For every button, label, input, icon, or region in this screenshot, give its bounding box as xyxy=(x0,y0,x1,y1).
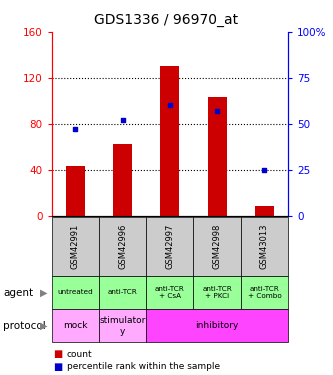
Text: anti-TCR
+ PKCi: anti-TCR + PKCi xyxy=(202,286,232,299)
Text: stimulator
y: stimulator y xyxy=(99,316,146,336)
Point xyxy=(73,126,78,132)
Text: anti-TCR: anti-TCR xyxy=(108,290,138,296)
Text: GSM42998: GSM42998 xyxy=(212,224,222,269)
Text: ■: ■ xyxy=(53,350,63,359)
Bar xyxy=(255,206,274,216)
Text: GSM43013: GSM43013 xyxy=(260,224,269,269)
Point xyxy=(262,166,267,172)
Text: ■: ■ xyxy=(53,362,63,372)
Text: percentile rank within the sample: percentile rank within the sample xyxy=(67,362,220,371)
Bar xyxy=(208,98,226,216)
Text: ▶: ▶ xyxy=(40,288,47,297)
Point xyxy=(214,108,220,114)
Text: mock: mock xyxy=(63,321,88,330)
Text: GSM42991: GSM42991 xyxy=(71,224,80,269)
Point xyxy=(120,117,125,123)
Point xyxy=(167,102,172,108)
Text: GSM42997: GSM42997 xyxy=(165,224,174,269)
Text: anti-TCR
+ CsA: anti-TCR + CsA xyxy=(155,286,185,299)
Text: GSM42996: GSM42996 xyxy=(118,224,127,269)
Text: count: count xyxy=(67,350,92,359)
Bar xyxy=(161,66,179,216)
Text: GDS1336 / 96970_at: GDS1336 / 96970_at xyxy=(95,13,238,27)
Text: inhibitory: inhibitory xyxy=(195,321,239,330)
Bar xyxy=(113,144,132,216)
Text: untreated: untreated xyxy=(57,290,93,296)
Bar xyxy=(66,166,85,216)
Text: protocol: protocol xyxy=(3,321,46,331)
Text: ▶: ▶ xyxy=(40,321,47,331)
Text: agent: agent xyxy=(3,288,33,297)
Text: anti-TCR
+ Combo: anti-TCR + Combo xyxy=(247,286,281,299)
